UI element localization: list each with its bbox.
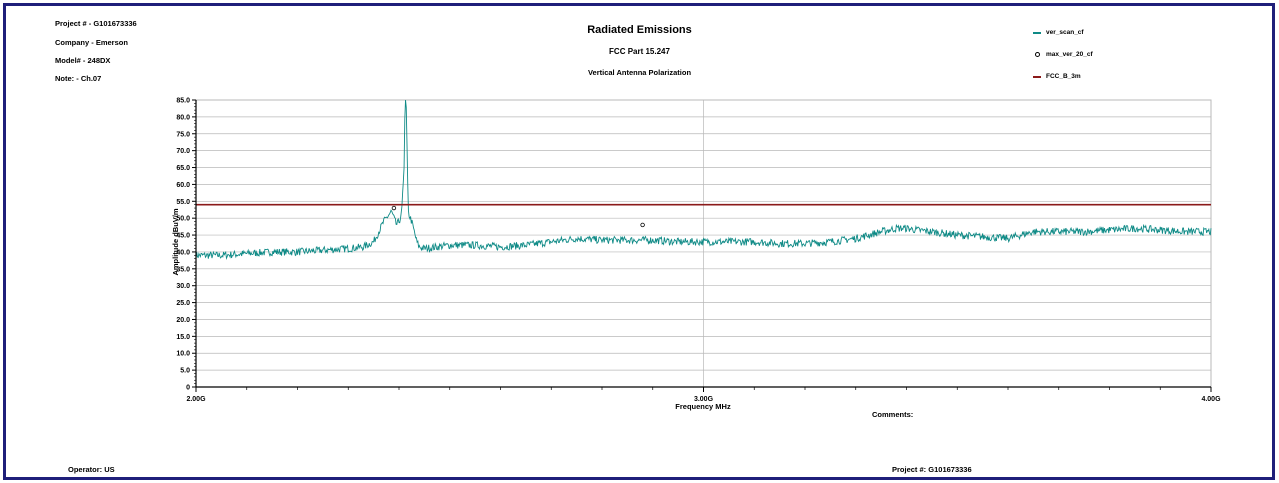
max-marker-point	[391, 205, 397, 211]
chart-subtitle: FCC Part 15.247	[609, 47, 670, 56]
y-tick-label: 70.0	[176, 148, 190, 155]
project-label: Project # - G101673336	[55, 19, 137, 28]
y-tick-label: 65.0	[176, 165, 190, 172]
y-tick-label: 50.0	[176, 216, 190, 223]
y-tick-label: 5.0	[180, 368, 190, 375]
note-label: Note: - Ch.07	[55, 74, 102, 83]
y-tick-label: 15.0	[176, 334, 190, 341]
y-tick-label: 55.0	[176, 199, 190, 206]
chart-subtitle-polarization: Vertical Antenna Polarization	[587, 68, 692, 77]
legend-marker-icon	[1035, 52, 1040, 57]
report-frame	[3, 3, 1275, 480]
x-tick-label: 2.00G	[186, 396, 206, 403]
legend-label: max_ver_20_cf	[1046, 51, 1093, 58]
chart-title: Radiated Emissions	[587, 24, 692, 36]
legend-swatch-line	[1033, 32, 1041, 34]
y-tick-label: 35.0	[176, 266, 190, 273]
max-marker-point	[640, 222, 645, 228]
y-axis-label: Amplitude dBuV/m	[171, 208, 180, 275]
comments-label: Comments:	[872, 410, 914, 419]
y-tick-label: 60.0	[176, 182, 190, 189]
y-tick-label: 20.0	[176, 317, 190, 324]
legend-swatch-line	[1033, 76, 1041, 78]
y-tick-label: 30.0	[176, 283, 190, 290]
y-tick-label: 75.0	[176, 131, 190, 138]
y-tick-label: 80.0	[176, 114, 190, 121]
series-ver-scan-line	[195, 99, 1212, 260]
x-tick-label: 3.00G	[694, 396, 714, 403]
footer-project-label: Project #: G101673336	[892, 465, 972, 474]
x-tick-label: 4.00G	[1201, 396, 1221, 403]
model-label: Model# - 248DX	[55, 56, 111, 65]
y-tick-label: 10.0	[176, 351, 190, 358]
y-tick-label: 0	[186, 385, 190, 392]
y-tick-label: 45.0	[176, 233, 190, 240]
y-tick-label: 25.0	[176, 300, 190, 307]
y-tick-label: 40.0	[176, 249, 190, 256]
legend-label: ver_scan_cf	[1046, 29, 1084, 36]
y-tick-label: 85.0	[176, 98, 190, 105]
company-label: Company - Emerson	[55, 38, 128, 47]
x-axis-label: Frequency MHz	[675, 402, 731, 411]
operator-label: Operator: US	[68, 465, 115, 474]
legend-label: FCC_B_3m	[1046, 73, 1081, 80]
